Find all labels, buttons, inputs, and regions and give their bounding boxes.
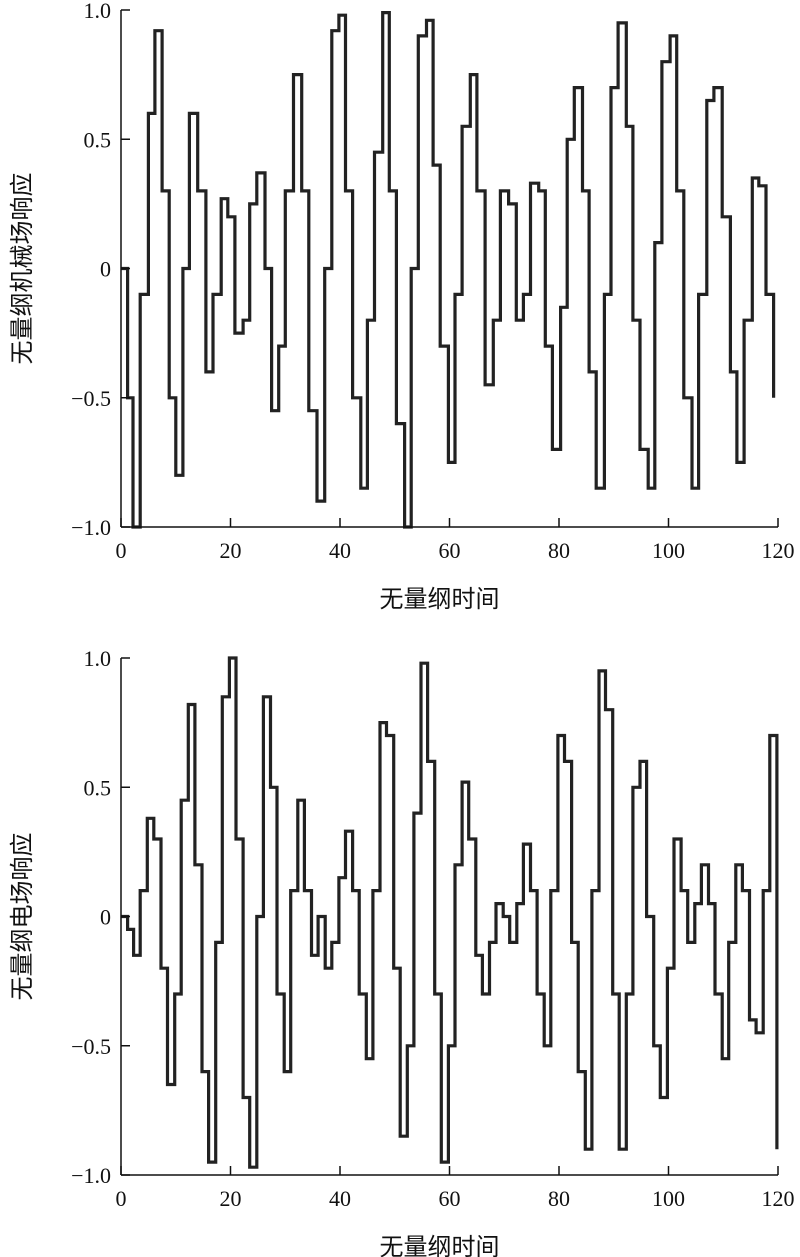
top-x-tick-label: 40 — [329, 538, 351, 563]
top-y-tick-label: 1.0 — [84, 0, 112, 23]
bottom-y-axis-title: 无量纲电场响应 — [8, 833, 36, 1001]
top-x-tick-label: 120 — [762, 538, 795, 563]
bottom-chart: −1.0 −0.5 0 0.5 1.0 0 20 40 60 80 100 120 无量纲时间 无量纲电场… — [8, 646, 795, 1257]
bottom-x-tick-label: 60 — [439, 1186, 461, 1211]
bottom-y-tick-label: 0 — [100, 905, 111, 930]
top-chart: −1.0 −0.5 0 0.5 1.0 0 20 40 60 80 100 120 无量纲时间 无量纲机械… — [8, 0, 795, 613]
top-x-axis-title: 无量纲时间 — [380, 585, 500, 613]
bottom-x-tick-label: 100 — [652, 1186, 685, 1211]
top-y-tick-label: 0 — [100, 257, 111, 282]
bottom-y-tick-label: −1.0 — [71, 1163, 111, 1188]
top-x-tick-label: 80 — [548, 538, 570, 563]
bottom-x-tick-label: 40 — [329, 1186, 351, 1211]
bottom-x-axis-title: 无量纲时间 — [380, 1233, 500, 1257]
bottom-response-line — [121, 656, 779, 1169]
bottom-y-tick-label: −0.5 — [71, 1034, 111, 1059]
top-y-tick-label: −1.0 — [71, 515, 111, 540]
top-x-tick-label: 100 — [652, 538, 685, 563]
top-y-tick-label: 0.5 — [84, 127, 112, 152]
top-x-tick-label: 60 — [439, 538, 461, 563]
bottom-y-tick-label: 1.0 — [84, 646, 112, 671]
top-x-tick-label: 20 — [220, 538, 242, 563]
top-x-tick-label: 0 — [116, 538, 127, 563]
bottom-x-tick-label: 0 — [116, 1186, 127, 1211]
bottom-x-tick-label: 120 — [762, 1186, 795, 1211]
bottom-y-tick-label: 0.5 — [84, 775, 112, 800]
bottom-x-tick-label: 80 — [548, 1186, 570, 1211]
chart-panels: −1.0 −0.5 0 0.5 1.0 0 20 40 60 80 100 120 无量纲时间 无量纲机械… — [8, 0, 795, 1257]
top-y-tick-label: −0.5 — [71, 386, 111, 411]
top-y-axis-title: 无量纲机械场响应 — [8, 173, 36, 365]
bottom-x-tick-label: 20 — [220, 1186, 242, 1211]
top-response-line — [121, 11, 776, 529]
